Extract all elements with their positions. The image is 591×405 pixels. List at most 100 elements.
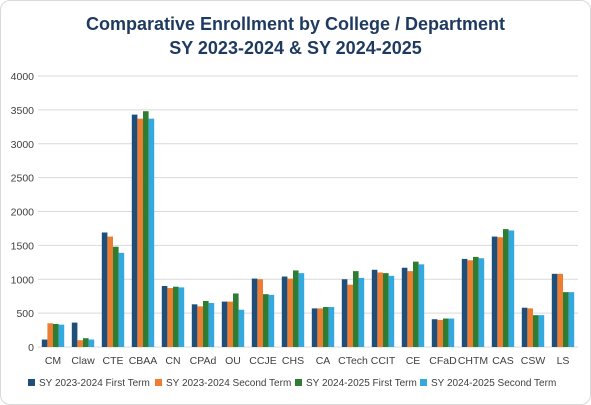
y-tick-label: 1500 (11, 240, 35, 252)
bar-chs-series-1 (281, 276, 288, 347)
bar-cbaa-series-4 (148, 118, 155, 348)
chart-title: Comparative Enrollment by College / Depa… (0, 12, 591, 60)
bar-ou-series-3 (233, 293, 239, 347)
bar-ccje-series-4 (268, 294, 275, 347)
bar-cas-series-3 (503, 229, 509, 347)
y-tick-label: 4000 (11, 71, 35, 83)
x-category-label: CPAd (190, 355, 217, 367)
x-category-label: CHTM (458, 355, 488, 367)
bar-claw-series-2 (77, 340, 83, 347)
bar-chtm-series-1 (461, 258, 468, 347)
legend-entry: SY 2024-2025 First Term (295, 378, 417, 389)
bar-ctech-series-2 (347, 284, 353, 347)
x-category-label: CTech (338, 355, 368, 367)
bar-ccje-series-2 (257, 279, 263, 347)
bar-csw-series-1 (521, 307, 528, 347)
bar-ca-series-3 (323, 307, 329, 347)
x-category-label: CCIT (371, 355, 396, 367)
bar-cbaa-series-3 (143, 111, 149, 347)
bar-chs-series-2 (287, 278, 293, 347)
legend-label: SY 2023-2024 First Term (39, 378, 150, 389)
bar-ou-series-1 (221, 301, 228, 347)
bar-cte-series-4 (118, 252, 125, 347)
gridlines (38, 75, 578, 348)
bar-ls-series-2 (557, 273, 563, 347)
bar-cpad-series-2 (197, 306, 203, 347)
bar-ccit-series-3 (383, 273, 389, 347)
bar-cpad-series-4 (208, 302, 215, 347)
bar-ccit-series-4 (388, 275, 395, 347)
bar-csw-series-2 (527, 308, 533, 347)
bar-claw-series-4 (88, 339, 95, 347)
bar-cfad-series-3 (443, 318, 449, 347)
legend-entry: SY 2024-2025 Second Term (420, 378, 556, 389)
y-tick-label: 1000 (11, 274, 35, 286)
bar-cte-series-1 (101, 232, 108, 347)
bar-ou-series-4 (238, 309, 245, 347)
x-category-label: CA (316, 355, 331, 367)
bar-cm-series-3 (53, 323, 59, 347)
bar-ccje-series-3 (263, 294, 269, 347)
bar-cas-series-1 (491, 236, 498, 347)
bar-cas-series-4 (508, 230, 515, 347)
x-category-label: LS (557, 355, 570, 367)
bar-ce-series-4 (418, 264, 425, 347)
x-category-label: CSW (521, 355, 546, 367)
bar-cm-series-4 (58, 324, 65, 347)
x-category-label: CE (406, 355, 421, 367)
legend-label: SY 2024-2025 Second Term (431, 378, 556, 389)
bar-cn-series-4 (178, 287, 185, 347)
bar-cpad-series-3 (203, 300, 209, 347)
bar-ctech-series-1 (341, 279, 348, 347)
legend-swatch (28, 379, 35, 386)
x-category-label: CBAA (129, 355, 158, 367)
chart-subtitle-line: SY 2023-2024 & SY 2024-2025 (169, 38, 422, 58)
bar-ca-series-4 (328, 307, 335, 347)
legend-swatch (155, 379, 162, 386)
bar-csw-series-3 (533, 315, 539, 347)
bar-ce-series-3 (413, 261, 419, 347)
bar-claw-series-3 (83, 338, 89, 347)
bar-chtm-series-3 (473, 256, 479, 347)
bar-ls-series-4 (568, 292, 575, 347)
y-tick-label: 3000 (11, 139, 35, 151)
x-category-label: CAS (492, 355, 514, 367)
legend-entry: SY 2023-2024 First Term (28, 378, 150, 389)
bar-ls-series-3 (563, 292, 569, 347)
legend-label: SY 2023-2024 Second Term (166, 378, 291, 389)
x-category-label: Claw (71, 355, 95, 367)
bar-cn-series-1 (161, 286, 168, 347)
bar-ou-series-2 (227, 301, 233, 347)
legend-swatch (420, 379, 427, 386)
y-axis-ticks: 0 500 1000 1500 2000 2500 3000 3500 4000 (11, 71, 35, 354)
bar-cbaa-series-1 (131, 114, 138, 348)
y-tick-label: 2500 (11, 173, 35, 185)
bar-cte-series-3 (113, 246, 119, 347)
legend-label: SY 2024-2025 First Term (306, 378, 417, 389)
bar-ccit-series-2 (377, 272, 383, 347)
x-category-label: CHS (282, 355, 304, 367)
legend: SY 2023-2024 First Term SY 2023-2024 Seco… (28, 378, 556, 389)
bar-cfad-series-2 (437, 319, 443, 347)
bar-chtm-series-4 (478, 258, 485, 347)
x-category-label: CM (45, 355, 61, 367)
bar-ca-series-1 (311, 308, 318, 347)
bar-chs-series-3 (293, 270, 299, 347)
y-tick-label: 0 (28, 342, 34, 354)
bar-claw-series-1 (71, 322, 78, 347)
bar-chtm-series-2 (467, 260, 473, 347)
bar-ccje-series-1 (251, 278, 258, 347)
x-category-label: CN (165, 355, 180, 367)
bar-cpad-series-1 (191, 304, 198, 347)
bar-cn-series-2 (167, 288, 173, 347)
x-category-label: OU (225, 355, 241, 367)
bar-ca-series-2 (317, 308, 323, 347)
x-category-label: CCJE (249, 355, 276, 367)
bar-cfad-series-1 (431, 319, 438, 347)
bar-ctech-series-4 (358, 277, 365, 347)
bar-cn-series-3 (173, 286, 179, 347)
x-category-label: CTE (103, 355, 124, 367)
bar-ls-series-1 (551, 273, 558, 347)
bar-ce-series-2 (407, 271, 413, 347)
